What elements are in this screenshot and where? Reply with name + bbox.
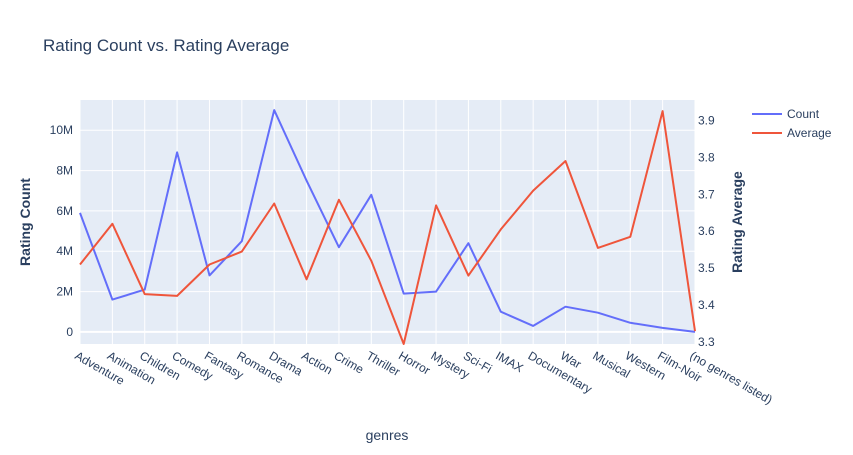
- x-tick-label: Thriller: [364, 348, 403, 378]
- y2-tick-label: 3.4: [698, 298, 715, 312]
- y2-tick-label: 3.8: [698, 150, 715, 164]
- y-tick-label: 6M: [56, 204, 73, 218]
- y-tick-label: 0: [66, 325, 73, 339]
- y2-axis-title: Rating Average: [729, 171, 745, 273]
- legend-label-count[interactable]: Count: [787, 107, 820, 121]
- x-axis-title: genres: [366, 427, 409, 443]
- y2-tick-label: 3.3: [698, 335, 715, 349]
- x-tick-label: Horror: [396, 348, 432, 377]
- y-tick-label: 10M: [50, 123, 73, 137]
- grid-layer: [79, 100, 696, 344]
- y-tick-label: 2M: [56, 285, 73, 299]
- y2-tick-label: 3.6: [698, 224, 715, 238]
- legend[interactable]: Count Average: [752, 107, 832, 140]
- x-tick-label: Crime: [331, 348, 366, 376]
- series-line-count[interactable]: [79, 109, 696, 333]
- plot-background: [80, 100, 695, 344]
- y2-tick-label: 3.7: [698, 187, 715, 201]
- series-line-average[interactable]: [79, 110, 696, 345]
- y2-tick-label: 3.5: [698, 261, 715, 275]
- y-tick-label: 8M: [56, 164, 73, 178]
- chart-title: Rating Count vs. Rating Average: [43, 36, 289, 55]
- legend-label-average[interactable]: Average: [787, 126, 832, 140]
- x-tick-label: Action: [299, 348, 335, 377]
- y-axis-title: Rating Count: [17, 178, 33, 266]
- x-tick-label: IMAX: [493, 348, 525, 375]
- series-layer: [79, 109, 696, 345]
- y-tick-label: 4M: [56, 244, 73, 258]
- y2-tick-label: 3.9: [698, 113, 715, 127]
